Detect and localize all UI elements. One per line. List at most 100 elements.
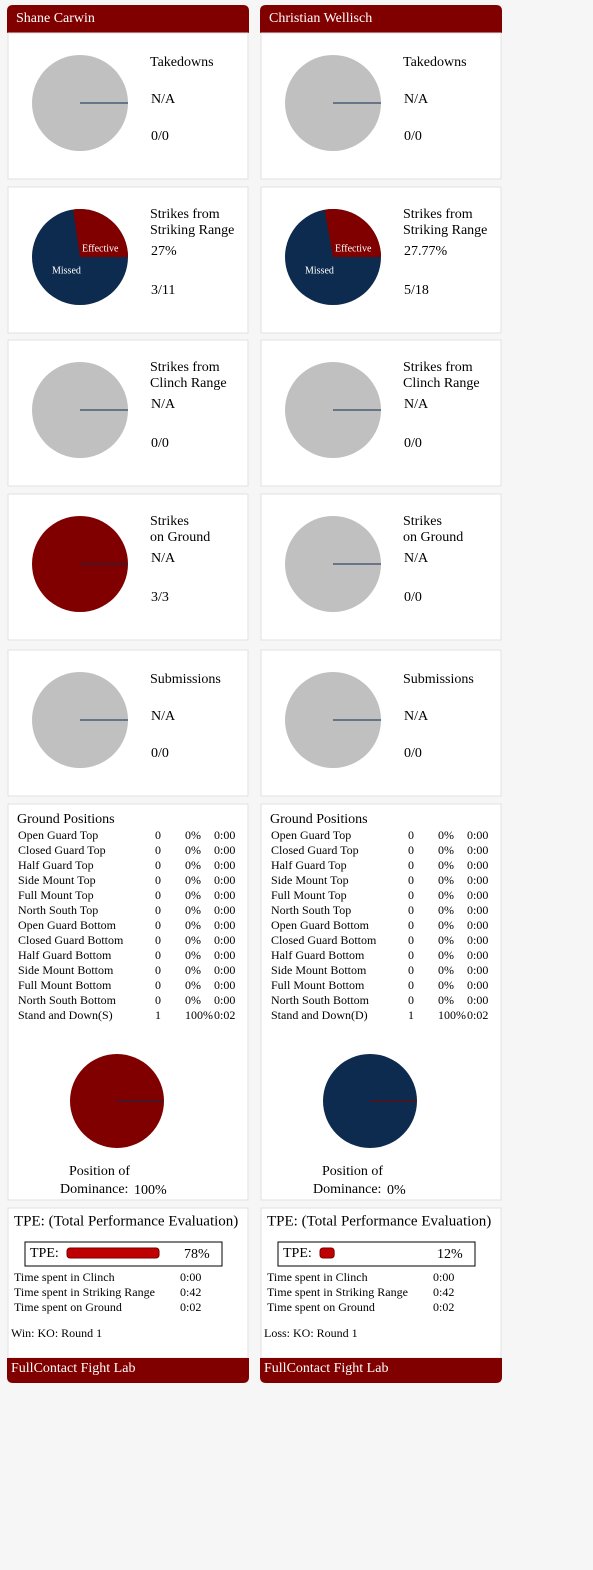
section-title: Submissions [403,672,474,687]
section-title: Strikes from [150,207,220,222]
position-pct: 0% [185,993,201,1007]
position-time: 0:02 [467,1008,488,1022]
position-time: 0:00 [214,978,235,992]
time-value: 0:02 [433,1300,454,1314]
section-title: on Ground [403,530,463,545]
position-pct: 100% [185,1008,213,1022]
position-name: Open Guard Top [271,828,351,842]
dominance-label: Position of [322,1164,383,1179]
position-pct: 0% [438,873,454,887]
position-count: 0 [408,843,414,857]
section-title: Strikes from [403,207,473,222]
position-pct: 0% [438,903,454,917]
pie-effective [73,209,128,257]
position-time: 0:00 [467,873,488,887]
position-count: 0 [155,858,161,872]
section-ratio: 0/0 [404,129,422,144]
time-label: Time spent on Ground [14,1300,122,1314]
position-time: 0:00 [214,828,235,842]
section-ratio: 5/18 [404,283,429,298]
section-title: on Ground [150,530,210,545]
position-name: Half Guard Top [18,858,94,872]
section-pct: N/A [151,397,176,412]
position-name: Full Mount Bottom [271,978,365,992]
position-name: Open Guard Bottom [271,918,370,932]
position-count: 0 [408,858,414,872]
position-count: 0 [155,828,161,842]
position-pct: 0% [185,858,201,872]
position-pct: 0% [185,903,201,917]
position-pct: 0% [438,888,454,902]
position-time: 0:00 [467,993,488,1007]
position-time: 0:00 [467,903,488,917]
position-name: Side Mount Bottom [271,963,367,977]
position-time: 0:00 [467,858,488,872]
footer: FullContact Fight Lab [11,1361,135,1376]
position-count: 0 [155,963,161,977]
position-name: Side Mount Top [18,873,96,887]
position-pct: 0% [185,963,201,977]
position-count: 0 [408,873,414,887]
position-count: 0 [155,873,161,887]
dominance-label: Position of [69,1164,130,1179]
position-name: Full Mount Top [18,888,94,902]
position-time: 0:00 [214,888,235,902]
section-title: Strikes [150,514,189,529]
tpe-value: 12% [437,1247,463,1262]
pie-label: Missed [52,265,81,276]
position-count: 0 [408,903,414,917]
pie-label: Effective [335,243,372,254]
section-pct: N/A [404,92,429,107]
tpe-frame [24,1241,223,1267]
time-label: Time spent in Clinch [267,1270,368,1284]
pie-effective [324,209,381,257]
time-value: 0:00 [180,1270,201,1284]
time-label: Time spent in Clinch [14,1270,115,1284]
position-pct: 0% [438,933,454,947]
dominance-value: 100% [134,1183,167,1198]
section-pct: 27% [151,244,177,259]
position-time: 0:00 [214,963,235,977]
time-value: 0:42 [433,1285,454,1299]
panel [7,1207,249,1359]
position-name: Stand and Down(D) [271,1008,368,1022]
position-time: 0:00 [214,858,235,872]
footer: FullContact Fight Lab [264,1361,388,1376]
header-bar [7,5,249,33]
position-time: 0:00 [214,948,235,962]
section-title: Takedowns [403,55,467,70]
time-value: 0:42 [180,1285,201,1299]
footer-bar [7,1358,249,1383]
position-name: Closed Guard Top [18,843,106,857]
position-pct: 100% [438,1008,466,1022]
position-time: 0:00 [214,993,235,1007]
position-name: Full Mount Top [271,888,347,902]
position-count: 0 [408,918,414,932]
section-pct: N/A [151,92,176,107]
position-name: North South Bottom [271,993,370,1007]
position-count: 0 [408,963,414,977]
position-time: 0:00 [214,933,235,947]
section-pct: N/A [404,709,429,724]
section-title: Striking Range [403,223,487,238]
position-time: 0:00 [214,843,235,857]
fighter-name: Shane Carwin [16,11,95,26]
position-name: Stand and Down(S) [18,1008,113,1022]
position-pct: 0% [185,948,201,962]
section-pct: 27.77% [404,244,448,259]
position-time: 0:00 [467,888,488,902]
time-label: Time spent on Ground [267,1300,375,1314]
position-count: 0 [408,978,414,992]
position-name: North South Top [18,903,98,917]
header-bar [260,5,502,33]
position-name: Open Guard Top [18,828,98,842]
position-name: North South Bottom [18,993,117,1007]
position-time: 0:00 [467,948,488,962]
position-count: 0 [155,933,161,947]
section-title: Strikes from [150,360,220,375]
position-count: 0 [155,948,161,962]
position-pct: 0% [438,948,454,962]
position-name: Closed Guard Top [271,843,359,857]
